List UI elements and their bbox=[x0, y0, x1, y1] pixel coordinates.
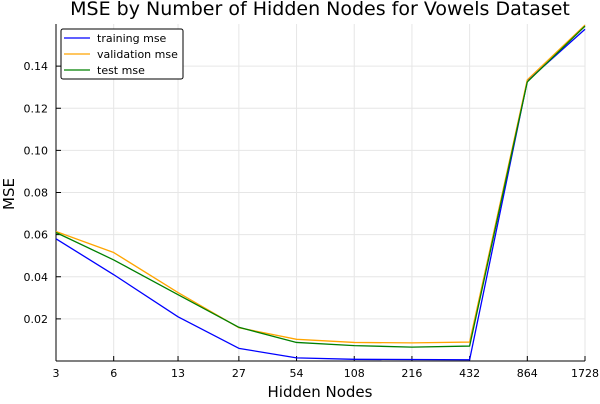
x-tick-label: 1728 bbox=[571, 367, 599, 380]
x-tick-label: 108 bbox=[344, 367, 365, 380]
x-tick-label: 54 bbox=[290, 367, 304, 380]
training-mse-line bbox=[55, 28, 586, 361]
y-tick-label: 0.14 bbox=[24, 60, 49, 73]
legend-label-training: training mse bbox=[97, 32, 167, 45]
y-tick-label: 0.04 bbox=[24, 271, 49, 284]
legend-label-test: test mse bbox=[97, 64, 145, 77]
x-tick-label: 13 bbox=[171, 367, 185, 380]
y-tick-label: 0.06 bbox=[24, 229, 49, 242]
x-axis-label: Hidden Nodes bbox=[268, 383, 373, 400]
axes: 3 6 13 27 54 108 216 432 864 1728 0.02 0.04 0.06 0.08… bbox=[24, 24, 599, 380]
legend-label-validation: validation mse bbox=[97, 48, 178, 61]
y-tick-label: 0.08 bbox=[24, 187, 49, 200]
x-tick-label: 27 bbox=[232, 367, 246, 380]
x-tick-label: 3 bbox=[53, 367, 60, 380]
legend-box bbox=[60, 28, 184, 80]
x-tick-label: 864 bbox=[517, 367, 538, 380]
y-tick-label: 0.10 bbox=[24, 144, 49, 157]
test-mse-line bbox=[55, 25, 586, 348]
x-tick-label: 216 bbox=[401, 367, 422, 380]
validation-mse-line bbox=[55, 24, 586, 344]
y-axis-label: MSE bbox=[0, 178, 18, 210]
series-lines bbox=[55, 24, 586, 361]
x-tick-label: 6 bbox=[110, 367, 117, 380]
legend: training mse validation mse test mse bbox=[60, 28, 184, 80]
x-tick-label: 432 bbox=[459, 367, 480, 380]
y-tick-label: 0.12 bbox=[24, 102, 49, 115]
chart-title: MSE by Number of Hidden Nodes for Vowels… bbox=[70, 0, 570, 20]
y-tick-label: 0.02 bbox=[24, 313, 49, 326]
